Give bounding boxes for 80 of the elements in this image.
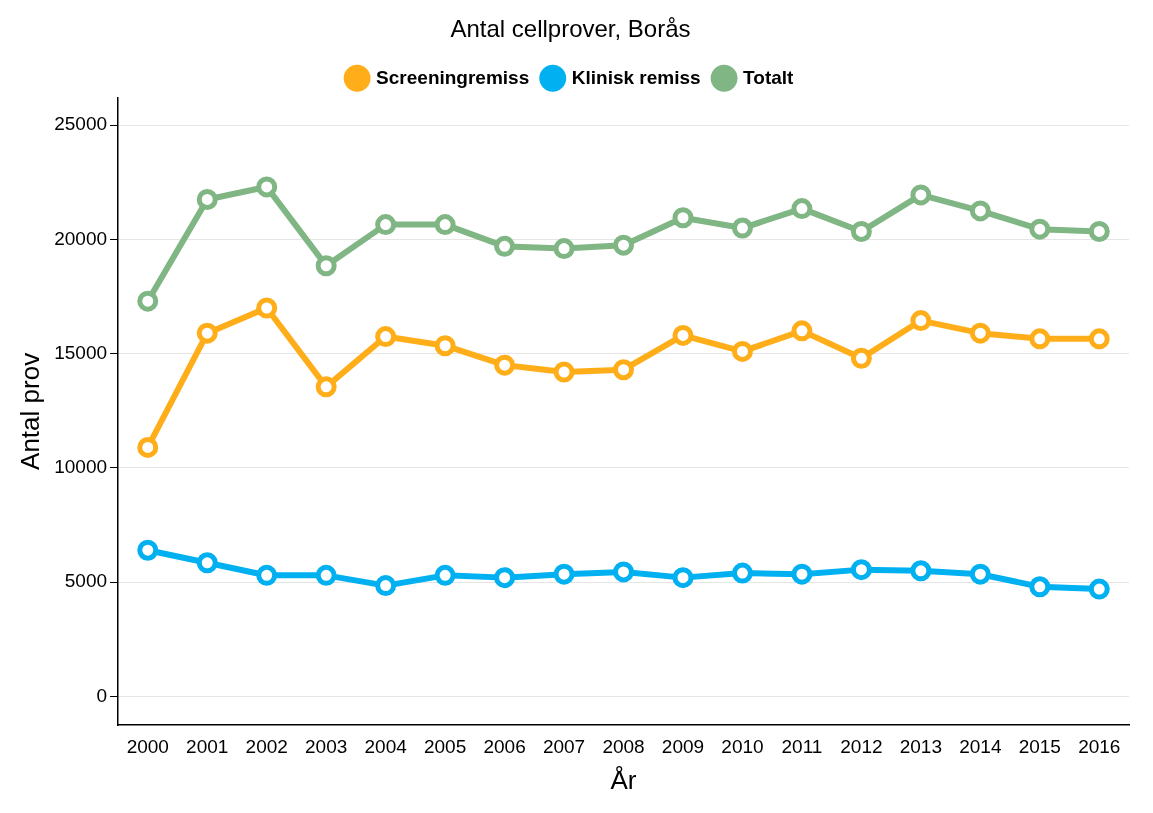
x-tick-label: 2007 xyxy=(542,735,586,757)
point xyxy=(1088,578,1110,600)
x-tick-label: 2010 xyxy=(721,735,764,757)
point xyxy=(613,359,635,381)
point xyxy=(969,200,991,222)
point xyxy=(256,297,278,319)
point xyxy=(1029,218,1051,240)
point xyxy=(1088,220,1110,242)
point xyxy=(1029,576,1051,598)
y-tick-label: 5000 xyxy=(64,570,108,592)
x-tick-label: 2012 xyxy=(840,735,883,757)
point xyxy=(315,255,337,277)
point xyxy=(672,567,694,589)
point xyxy=(791,198,813,220)
point xyxy=(553,563,575,585)
point xyxy=(256,176,278,198)
x-tick-label: 2008 xyxy=(602,735,645,757)
point xyxy=(613,234,635,256)
point xyxy=(969,322,991,344)
point xyxy=(791,320,813,342)
point xyxy=(196,188,218,210)
y-tick-label: 15000 xyxy=(54,341,108,363)
point xyxy=(672,324,694,346)
y-tick-label: 10000 xyxy=(54,456,108,478)
point xyxy=(434,214,456,236)
x-tick-label: 2011 xyxy=(781,735,823,757)
point xyxy=(672,207,694,229)
point xyxy=(494,235,516,257)
x-tick-label: 2015 xyxy=(1018,735,1061,757)
x-tick-label: 2016 xyxy=(1078,735,1121,757)
point xyxy=(850,220,872,242)
point xyxy=(910,184,932,206)
point xyxy=(910,310,932,332)
x-tick-label: 2001 xyxy=(186,735,229,757)
x-tick-label: 2004 xyxy=(364,735,408,757)
y-axis-title: Antal prov xyxy=(14,352,45,470)
point xyxy=(1029,328,1051,350)
x-tick-label: 2014 xyxy=(959,735,1002,757)
point xyxy=(315,564,337,586)
point xyxy=(850,347,872,369)
point xyxy=(196,322,218,344)
x-tick-label: 2006 xyxy=(483,735,526,757)
point xyxy=(315,376,337,398)
point xyxy=(553,238,575,260)
x-tick-label: 2005 xyxy=(423,735,467,757)
point xyxy=(137,290,159,312)
point xyxy=(196,552,218,574)
y-tick-label: 20000 xyxy=(54,227,108,249)
point xyxy=(731,340,753,362)
legend-label: Screeningremiss xyxy=(376,66,530,88)
chart-title: Antal cellprover, Borås xyxy=(450,15,691,43)
point xyxy=(1088,328,1110,350)
point xyxy=(434,335,456,357)
point xyxy=(910,560,932,582)
point xyxy=(434,564,456,586)
x-tick-label: 2009 xyxy=(661,735,705,757)
point xyxy=(137,539,159,561)
point xyxy=(375,575,397,597)
point xyxy=(494,567,516,589)
y-tick-label: 0 xyxy=(96,684,108,706)
y-tick-label: 25000 xyxy=(54,113,108,135)
point xyxy=(731,217,753,239)
x-tick-label: 2002 xyxy=(245,735,288,757)
point xyxy=(375,214,397,236)
point xyxy=(494,354,516,376)
point xyxy=(731,562,753,584)
x-tick-label: 2003 xyxy=(305,735,348,757)
legend-label: Klinisk remiss xyxy=(571,66,701,88)
point xyxy=(553,361,575,383)
legend-label: Totalt xyxy=(743,66,795,88)
point xyxy=(791,563,813,585)
point xyxy=(613,561,635,583)
x-axis-title: År xyxy=(610,764,637,795)
point xyxy=(850,559,872,581)
point xyxy=(256,564,278,586)
x-tick-label: 2000 xyxy=(126,735,169,757)
point xyxy=(375,326,397,348)
point xyxy=(137,436,159,458)
point xyxy=(969,563,991,585)
x-tick-label: 2013 xyxy=(899,735,942,757)
